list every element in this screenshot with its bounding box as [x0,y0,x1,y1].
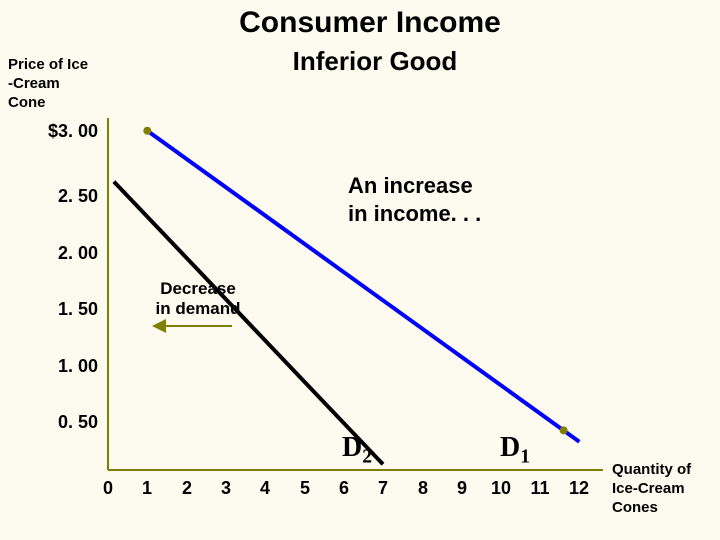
data-point [143,127,151,135]
curve-d2 [114,182,383,465]
data-point [560,426,568,434]
chart-plot [0,0,720,540]
demand-shift-arrow-head [152,319,166,333]
